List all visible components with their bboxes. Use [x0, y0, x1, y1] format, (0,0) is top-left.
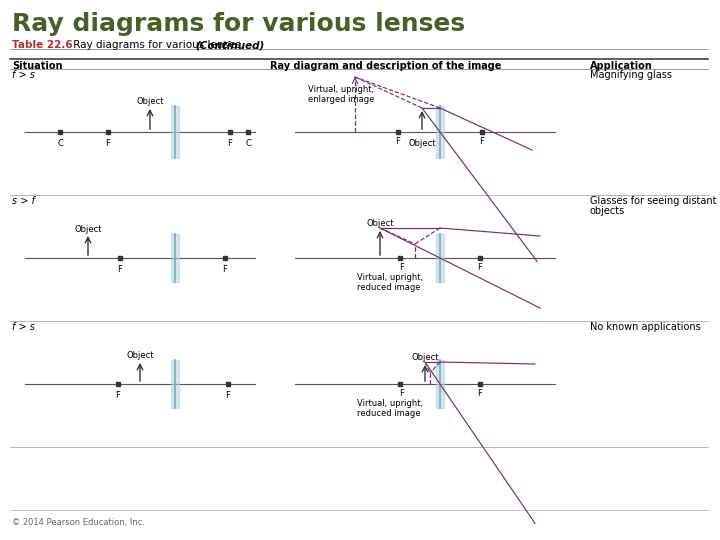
Bar [436, 360, 444, 408]
Text: Ray diagrams for various lenses: Ray diagrams for various lenses [12, 12, 465, 36]
Text: F: F [477, 389, 482, 399]
Text: reduced image: reduced image [357, 409, 420, 418]
Text: F: F [477, 264, 482, 273]
Text: enlarged image: enlarged image [308, 94, 374, 104]
Text: Situation: Situation [12, 61, 63, 71]
Text: Magnifying glass: Magnifying glass [590, 70, 672, 80]
Text: Ray diagram and description of the image: Ray diagram and description of the image [270, 61, 501, 71]
Text: F: F [116, 390, 120, 400]
Bar [436, 234, 444, 282]
Text: © 2014 Pearson Education, Inc.: © 2014 Pearson Education, Inc. [12, 517, 145, 526]
Text: C: C [57, 138, 63, 147]
Text: F: F [106, 138, 110, 147]
Text: Object: Object [411, 354, 438, 362]
Text: Table 22.6: Table 22.6 [12, 40, 73, 50]
Text: No known applications: No known applications [590, 322, 701, 332]
Text: s > f: s > f [12, 196, 35, 206]
Text: F: F [400, 389, 405, 399]
Text: F: F [395, 138, 400, 146]
Bar [171, 234, 179, 282]
Bar [171, 106, 179, 158]
Text: F: F [222, 265, 228, 273]
Text: objects: objects [590, 206, 625, 216]
Text: F: F [225, 390, 230, 400]
Text: Application: Application [590, 61, 653, 71]
Text: (Continued): (Continued) [195, 40, 264, 50]
Text: Ray diagrams for various lenses.: Ray diagrams for various lenses. [70, 40, 248, 50]
Text: Object: Object [408, 138, 436, 147]
Text: Object: Object [126, 352, 154, 361]
Text: Glasses for seeing distant: Glasses for seeing distant [590, 196, 716, 206]
Text: f > s: f > s [12, 70, 35, 80]
Text: F: F [228, 138, 233, 147]
Bar [171, 360, 179, 408]
Bar [436, 106, 444, 158]
Text: F: F [480, 138, 485, 146]
Text: Virtual, upright,: Virtual, upright, [357, 400, 423, 408]
Text: Virtual, upright,: Virtual, upright, [357, 273, 423, 282]
Text: F: F [117, 265, 122, 273]
Text: C: C [245, 138, 251, 147]
Text: reduced image: reduced image [357, 284, 420, 293]
Text: Object: Object [366, 219, 394, 228]
Text: F: F [400, 264, 405, 273]
Text: Object: Object [74, 225, 102, 233]
Text: f > s: f > s [12, 322, 35, 332]
Text: Object: Object [136, 98, 163, 106]
Text: Virtual, upright,: Virtual, upright, [308, 84, 374, 93]
